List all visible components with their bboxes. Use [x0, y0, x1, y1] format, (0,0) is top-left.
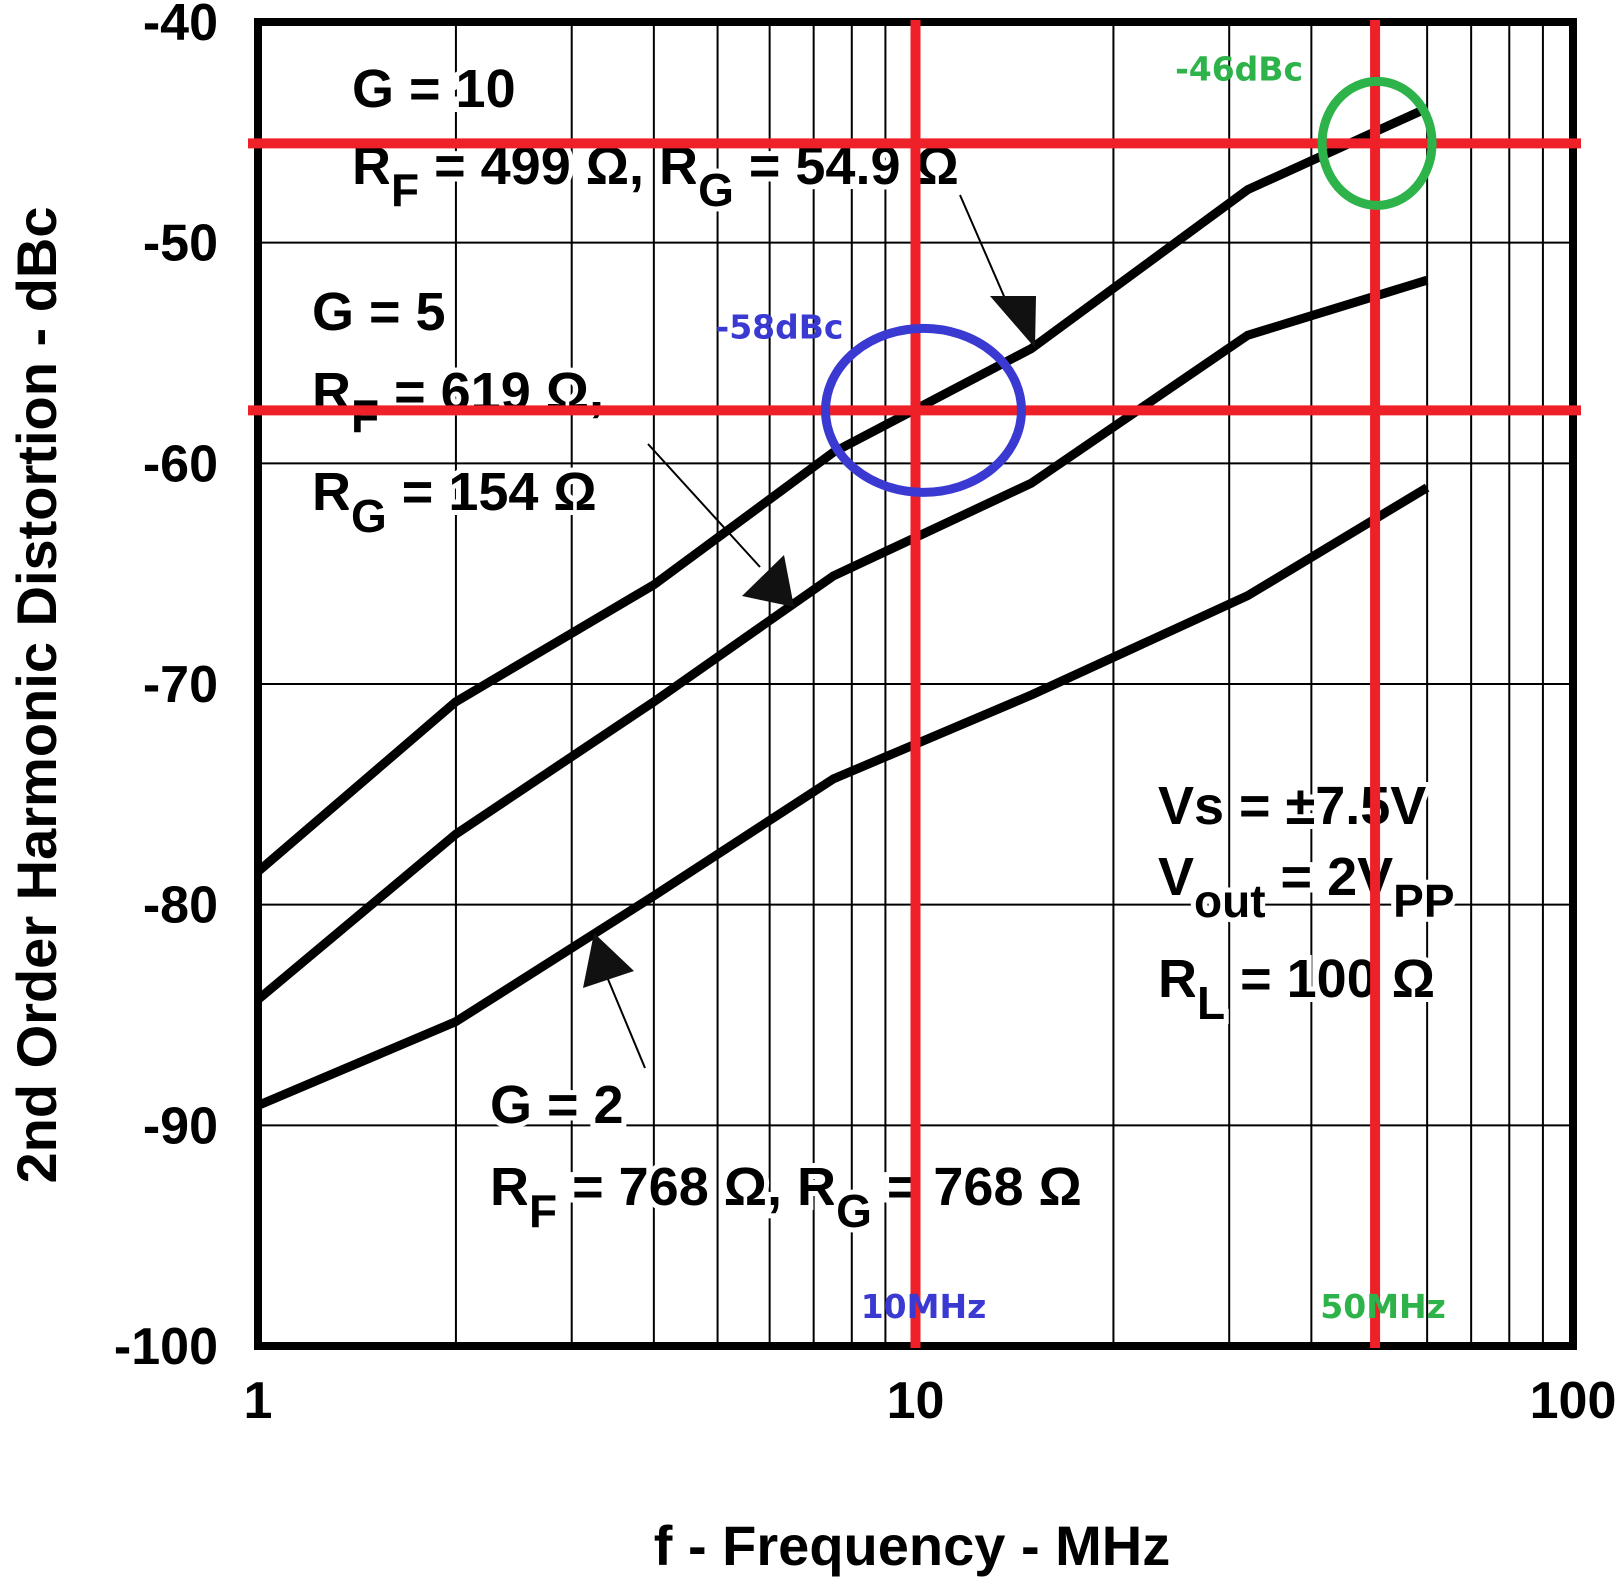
annotation-arrows	[583, 194, 1036, 1069]
series-line-g5	[255, 275, 1429, 1004]
series-line-g2	[256, 483, 1430, 1110]
g2-rf-prefix: R	[490, 1157, 529, 1217]
arrow-g2-head	[583, 933, 634, 988]
rl-rest: = 100 Ω	[1225, 949, 1435, 1009]
g2-gain-label: G = 2	[490, 1075, 624, 1135]
arrow-g10-shaft	[959, 194, 1011, 311]
y-tick-label: -60	[143, 435, 218, 493]
arrow-g10-head	[990, 296, 1036, 348]
series-lines	[255, 104, 1430, 1110]
annotations: G = 10 RF = 499 Ω, RG = 54.9 Ω G = 5 RF …	[307, 54, 1460, 1242]
arrow-g5-shaft	[647, 443, 761, 568]
g5-rg-sub: G	[351, 490, 387, 542]
highlight-circle-50mhz	[1317, 76, 1437, 210]
g5-gain-label: G = 5	[312, 282, 446, 342]
g2-rg-sub: G	[836, 1185, 872, 1237]
g10-rf-sub: F	[391, 164, 419, 216]
arrow-g5-head	[742, 555, 794, 607]
reference-markers: -58dBc -46dBc 10MHz 50MHz	[248, 20, 1581, 1348]
marker-level-46dbc: -46dBc	[1175, 49, 1303, 88]
x-axis-tick-labels: 1 10 100	[244, 1372, 1617, 1430]
y-tick-label: -90	[143, 1097, 218, 1155]
g5-rf-sub: F	[351, 390, 379, 442]
y-tick-label: -50	[143, 215, 218, 273]
rl-sub: L	[1197, 977, 1225, 1029]
y-tick-label: -70	[143, 656, 218, 714]
x-axis-title: f - Frequency - MHz	[654, 1514, 1170, 1577]
x-tick-label: 10	[887, 1372, 945, 1430]
rl-prefix: R	[1158, 949, 1197, 1009]
marker-level-58dbc: -58dBc	[716, 307, 844, 346]
x-tick-label: 1	[244, 1372, 273, 1430]
vout-prefix: V	[1158, 847, 1194, 907]
condition-rl: RL = 100 Ω	[1158, 949, 1435, 1029]
vout-sub: out	[1194, 875, 1266, 927]
g10-rg-sub: G	[698, 164, 734, 216]
g2-rg-rest: = 768 Ω	[872, 1157, 1082, 1217]
g5-rg-rest: = 154 Ω	[387, 462, 597, 522]
g5-rg-prefix: R	[312, 462, 351, 522]
g5-rf-label: RF = 619 Ω,	[312, 362, 604, 442]
y-tick-label: -40	[143, 0, 218, 52]
condition-vs: Vs = ±7.5V	[1158, 776, 1426, 836]
g2-rf-rest: = 768 Ω, R	[557, 1157, 836, 1217]
series-line-g10	[255, 104, 1429, 876]
y-axis-tick-labels: -40 -50 -60 -70 -80 -90 -100	[114, 0, 218, 1376]
condition-vout: Vout = 2VPP	[1158, 847, 1455, 927]
highlight-circle-10mhz	[821, 323, 1026, 497]
marker-freq-50mhz: 50MHz	[1320, 1287, 1446, 1326]
y-tick-label: -80	[143, 877, 218, 935]
g2-resistor-label: RF = 768 Ω, RG = 768 Ω	[490, 1157, 1082, 1237]
vout-sub2: PP	[1393, 875, 1454, 927]
g5-rg-label: RG = 154 Ω	[312, 462, 597, 542]
y-axis-title: 2nd Order Harmonic Distortion - dBc	[5, 207, 68, 1184]
g10-gain-label: G = 10	[352, 59, 516, 119]
g2-rf-sub: F	[529, 1185, 557, 1237]
marker-freq-10mhz: 10MHz	[861, 1287, 987, 1326]
y-tick-label: -100	[114, 1318, 218, 1376]
x-tick-label: 100	[1530, 1372, 1617, 1430]
